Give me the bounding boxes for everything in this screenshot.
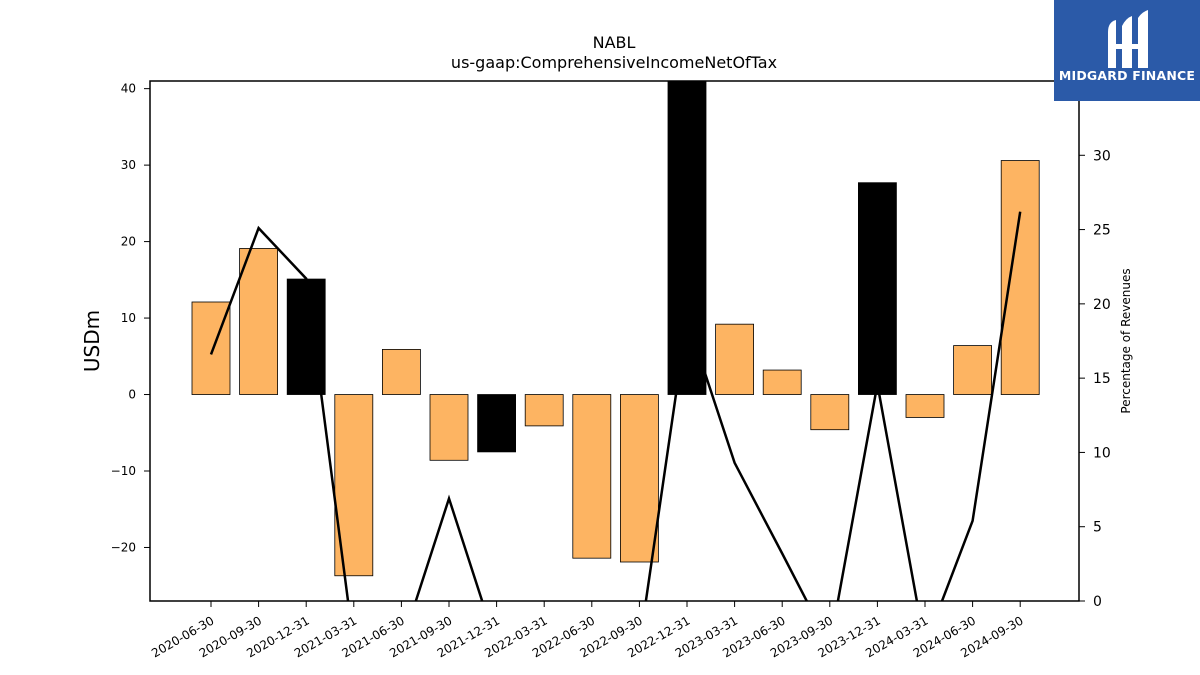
y2-tick-label: 0 <box>1093 594 1102 610</box>
brand-name: MIDGARD FINANCE <box>1058 68 1196 83</box>
bar-2023-09-30 <box>810 394 850 431</box>
y-tick-label: 40 <box>121 82 136 96</box>
chart-subtitle: us-gaap:ComprehensiveIncomeNetOfTax <box>451 53 777 72</box>
y-tick-label: 30 <box>121 158 136 172</box>
midgard-m-logo-icon <box>1108 10 1148 68</box>
y-tick-label: −20 <box>111 540 136 554</box>
bar-2022-03-31 <box>524 394 564 427</box>
percentage-line-segment-0 <box>209 225 484 601</box>
y-tick-label: −10 <box>111 464 136 478</box>
bar-2022-06-30 <box>572 394 612 559</box>
y2-tick-label: 25 <box>1093 223 1111 239</box>
bar-2024-06-30 <box>953 345 992 395</box>
y-tick-label: 10 <box>121 311 136 325</box>
bar-2023-12-31 <box>858 182 897 395</box>
x-axis: 2020-06-302020-09-302020-12-312021-03-31… <box>149 601 1026 660</box>
y-axis-label: USDm <box>80 310 104 372</box>
bar-2022-12-31 <box>667 80 707 395</box>
brand-logo: MIDGARD FINANCE <box>1054 0 1200 101</box>
bar-2024-03-31 <box>905 394 945 418</box>
y2-axis-label: Percentage of Revenues <box>1119 268 1133 413</box>
line-series <box>209 211 1022 601</box>
percentage-line-segment-1 <box>644 211 1022 601</box>
y-axis-right: 05101520253035 <box>1079 74 1111 610</box>
y2-tick-label: 15 <box>1093 371 1111 387</box>
bar-series <box>191 80 1040 577</box>
y2-tick-label: 30 <box>1093 148 1111 164</box>
bar-2022-09-30 <box>620 394 659 563</box>
bar-2021-09-30 <box>429 394 469 461</box>
plot-frame <box>149 80 1080 602</box>
y-axis-left: −20 −10 0 10 20 30 40 <box>111 82 150 554</box>
bar-2023-06-30 <box>762 369 802 395</box>
bar-2023-03-31 <box>715 323 754 395</box>
bar-2024-09-30 <box>1000 160 1040 395</box>
bar-2021-12-31 <box>477 394 517 453</box>
y-tick-label: 20 <box>121 235 136 249</box>
bar-2021-06-30 <box>381 349 421 395</box>
chart-title: NABL <box>593 33 636 52</box>
y2-tick-label: 5 <box>1093 520 1102 536</box>
bar-2020-09-30 <box>239 248 279 395</box>
y-tick-label: 0 <box>128 388 136 402</box>
y2-tick-label: 20 <box>1093 297 1111 313</box>
y2-tick-label: 10 <box>1093 445 1111 461</box>
